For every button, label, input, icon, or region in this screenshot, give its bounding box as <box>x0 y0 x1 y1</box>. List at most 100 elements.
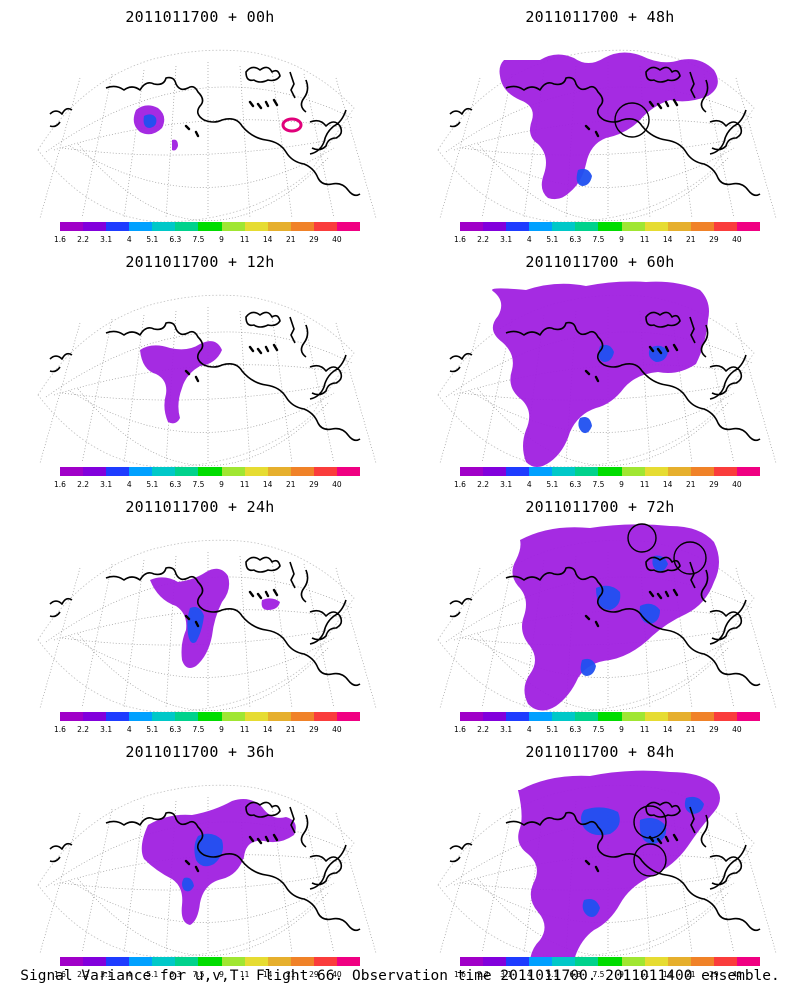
color-swatch <box>713 957 737 966</box>
color-swatch <box>460 222 484 231</box>
color-swatch <box>644 222 668 231</box>
color-swatch <box>175 957 199 966</box>
meridian-line <box>239 65 251 219</box>
map-boundary <box>37 49 355 222</box>
color-scale-tick-label: 4 <box>126 725 132 734</box>
color-swatch <box>198 712 222 721</box>
color-scale-tick-label: 9 <box>219 970 224 979</box>
color-swatch <box>244 467 268 476</box>
color-scale-tick-label: 5.1 <box>146 235 159 244</box>
coastline <box>49 556 361 687</box>
color-swatch <box>690 712 714 721</box>
variance-field <box>492 281 709 467</box>
color-swatch <box>621 467 645 476</box>
color-swatch <box>152 467 176 476</box>
color-scale-legend: 1.6 2.2 3.1 4 5.1 6.3 7.5 9 11 14 21 29 40 <box>454 957 761 981</box>
meridian-line <box>639 555 651 709</box>
color-swatch <box>221 712 245 721</box>
color-swatch <box>290 467 314 476</box>
color-scale-tick-label: 7.5 <box>592 235 605 244</box>
variance-field <box>598 344 614 362</box>
islands <box>584 588 679 628</box>
latitude-line <box>69 390 335 433</box>
islands <box>584 98 679 138</box>
map-boundary <box>37 539 355 712</box>
color-scale-tick-label: 29 <box>709 235 719 244</box>
color-swatch <box>575 712 599 721</box>
latitude-line <box>45 821 353 888</box>
meridian-line <box>735 567 777 709</box>
meridian-line <box>481 563 513 709</box>
color-scale-tick-label: 11 <box>239 725 250 734</box>
variance-ring <box>281 117 303 133</box>
color-scale-ticks: 1.6 2.2 3.1 4 5.1 6.3 7.5 9 11 14 21 29 40 <box>54 235 360 245</box>
variance-field <box>172 139 178 151</box>
forecast-panel: 2011011700 + 72h 1.6 2.2 3.1 4 5.1 6.3 7.5 9 11 14… <box>400 490 800 735</box>
color-scale-tick-label: 11 <box>639 725 650 734</box>
meridian-line <box>335 77 377 219</box>
color-scale-tick-label: 29 <box>309 970 319 979</box>
meridian-line <box>39 567 81 709</box>
color-scale-tick-label: 2.2 <box>77 235 90 244</box>
map-projection <box>437 523 777 712</box>
forecast-panel: 2011011700 + 84h 1.6 2.2 3.1 4 5.1 6.3 7.5 9 11 14… <box>400 735 800 980</box>
color-scale-tick-label: 7.5 <box>592 480 605 489</box>
color-swatch <box>575 957 599 966</box>
color-scale-tick-label: 1.6 <box>454 725 466 734</box>
meridian-line <box>39 77 81 219</box>
color-swatch <box>129 957 153 966</box>
map-projection <box>437 770 777 957</box>
color-swatch <box>690 222 714 231</box>
color-scale-tick-label: 3.1 <box>100 235 113 244</box>
variance-field <box>140 341 222 424</box>
meridian-line <box>81 318 113 464</box>
variance-field <box>194 833 223 867</box>
meridian-line <box>703 808 735 954</box>
color-swatch <box>221 222 245 231</box>
color-swatch <box>552 957 576 966</box>
color-swatch <box>575 222 599 231</box>
variance-field <box>512 524 719 711</box>
color-swatch <box>198 222 222 231</box>
color-scale-ticks: 1.6 2.2 3.1 4 5.1 6.3 7.5 9 11 14 21 29 40 <box>454 725 760 735</box>
color-scale-tick-label: 21 <box>285 480 296 489</box>
meridian-line <box>481 73 513 219</box>
color-scale-tick-label: 3.1 <box>100 725 113 734</box>
color-swatch <box>106 957 130 966</box>
panel-title: 2011011700 + 12h <box>125 253 275 271</box>
color-scale-tick-label: 6.3 <box>569 970 582 979</box>
color-swatch <box>313 467 337 476</box>
color-scale-tick-label: 21 <box>685 725 696 734</box>
color-scale-tick-label: 6.3 <box>569 235 582 244</box>
color-scale-tick-label: 1.6 <box>54 235 66 244</box>
islands <box>584 343 679 383</box>
variance-field <box>141 799 296 925</box>
color-swatch <box>552 467 576 476</box>
latitude-line <box>69 145 335 188</box>
color-swatch <box>552 712 576 721</box>
color-swatch <box>506 467 530 476</box>
latitude-line <box>45 576 353 643</box>
color-scale-tick-label: 29 <box>709 480 719 489</box>
coastline <box>49 801 361 932</box>
color-swatch <box>621 712 645 721</box>
color-swatch <box>621 957 645 966</box>
color-swatch <box>529 467 553 476</box>
color-swatch <box>175 712 199 721</box>
latitude-line <box>469 145 735 188</box>
color-swatch <box>483 957 507 966</box>
variance-field <box>648 345 668 362</box>
flight-track-circle <box>673 541 707 575</box>
color-scale-bar <box>460 957 761 966</box>
color-scale-tick-label: 3.1 <box>500 235 513 244</box>
meridian-line <box>639 65 651 219</box>
meridian-line <box>735 322 777 464</box>
color-swatch <box>244 712 268 721</box>
color-scale-ticks: 1.6 2.2 3.1 4 5.1 6.3 7.5 9 11 14 21 29 40 <box>54 725 360 735</box>
color-scale-ticks: 1.6 2.2 3.1 4 5.1 6.3 7.5 9 11 14 21 29 40 <box>54 970 360 980</box>
meridian-line <box>703 318 735 464</box>
color-swatch <box>336 222 361 231</box>
coastline <box>449 66 761 197</box>
meridian-line <box>81 563 113 709</box>
color-scale-tick-label: 3.1 <box>500 970 513 979</box>
